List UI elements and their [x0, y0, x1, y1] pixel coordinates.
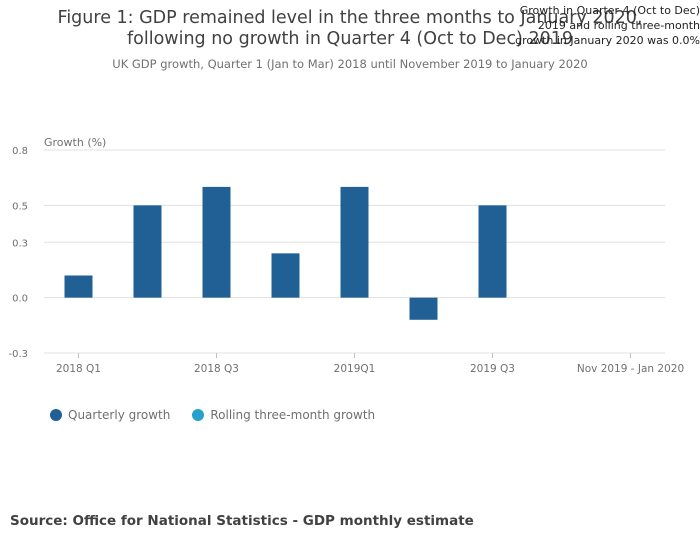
chart-annotation-line-2: 2019 and rolling three-month — [537, 19, 700, 32]
x-tick-label-2: 2018 Q3 — [194, 363, 239, 375]
legend-item-quarterly[interactable]: Quarterly growth — [50, 408, 170, 422]
chart-annotation: Growth in Quarter 4 (Oct to Dec) 2019 an… — [514, 3, 700, 48]
bar-quarterly-2 — [202, 186, 231, 298]
chart-legend: Quarterly growth Rolling three-month gro… — [50, 408, 375, 422]
x-tick-label-8: Nov 2019 - Jan 2020 — [577, 363, 684, 375]
legend-marker-quarterly — [50, 409, 62, 421]
chart-subtitle: UK GDP growth, Quarter 1 (Jan to Mar) 20… — [112, 57, 588, 71]
y-axis-label: Growth (%) — [44, 136, 106, 149]
x-tick-label-6: 2019 Q3 — [470, 363, 515, 375]
legend-item-rolling[interactable]: Rolling three-month growth — [192, 408, 375, 422]
bar-quarterly-1 — [133, 205, 162, 298]
bar-quarterly-5 — [409, 297, 438, 320]
x-tick-label-4: 2019Q1 — [334, 363, 376, 375]
bar-quarterly-3 — [271, 253, 300, 298]
bar-quarterly-0 — [64, 275, 93, 298]
x-tick-label-0: 2018 Q1 — [56, 363, 101, 375]
y-tick-label-3: 0.0 — [12, 294, 28, 305]
y-tick-label-0: 0.8 — [12, 146, 28, 157]
legend-label-rolling: Rolling three-month growth — [210, 408, 376, 422]
chart-title-line-1: Figure 1: GDP remained level in the thre… — [57, 8, 643, 28]
y-tick-label-4: -0.3 — [8, 349, 28, 360]
legend-marker-rolling — [192, 409, 205, 421]
source-note: Source: Office for National Statistics -… — [10, 513, 474, 529]
y-tick-label-1: 0.5 — [12, 201, 28, 212]
legend-label-quarterly: Quarterly growth — [68, 408, 171, 422]
bar-quarterly-6 — [478, 205, 507, 298]
chart-annotation-line-1: Growth in Quarter 4 (Oct to Dec) — [519, 4, 700, 17]
chart-title-line-2: following no growth in Quarter 4 (Oct to… — [126, 29, 573, 49]
bar-quarterly-4 — [340, 186, 369, 298]
chart-annotation-line-3: growth in January 2020 was 0.0% — [515, 34, 700, 47]
chart-title: Figure 1: GDP remained level in the thre… — [30, 8, 670, 50]
y-tick-label-2: 0.3 — [12, 238, 28, 249]
